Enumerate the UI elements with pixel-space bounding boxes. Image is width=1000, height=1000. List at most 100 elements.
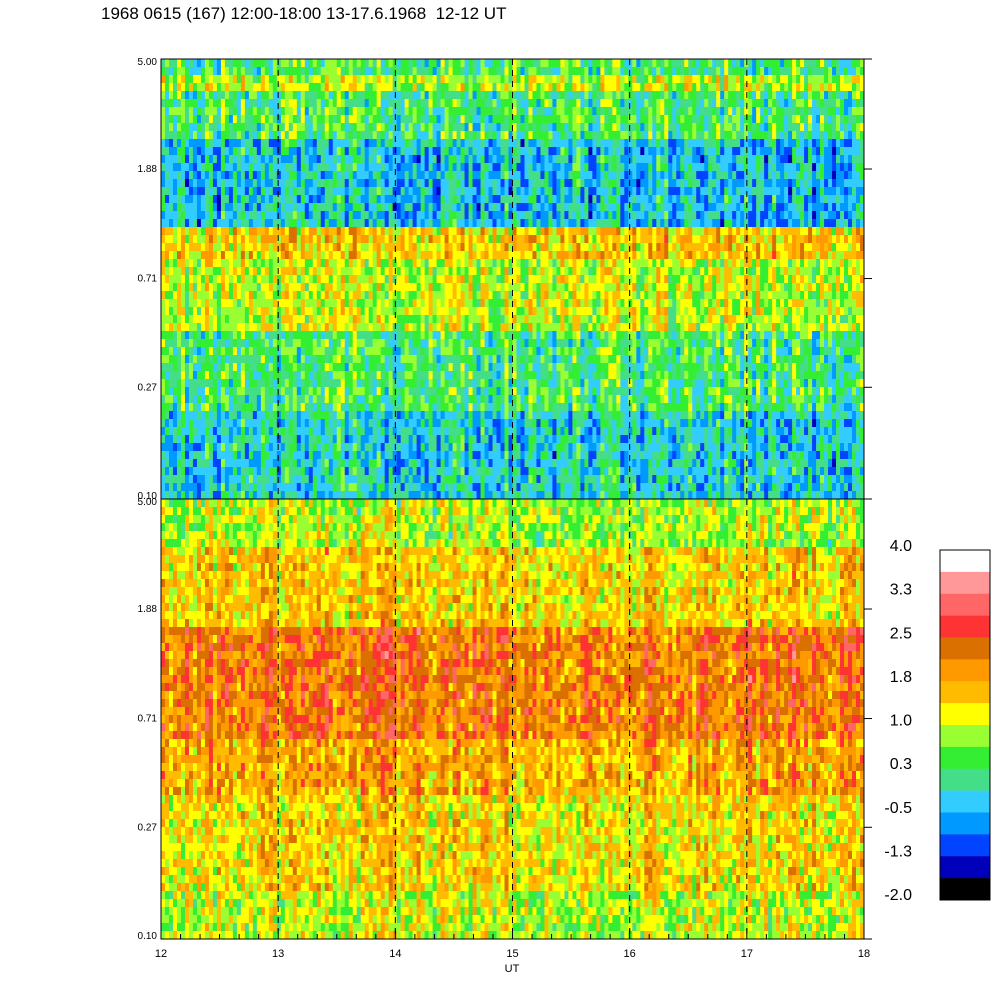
heatmap-cell xyxy=(196,259,202,268)
heatmap-cell xyxy=(508,363,513,372)
heatmap-cell xyxy=(432,147,437,156)
heatmap-cell xyxy=(232,275,238,284)
heatmap-cell xyxy=(452,211,457,220)
heatmap-cell xyxy=(480,299,485,308)
heatmap-cell xyxy=(468,459,473,468)
heatmap-cell xyxy=(161,283,166,292)
heatmap-cell xyxy=(200,355,206,364)
heatmap-cell xyxy=(364,379,370,388)
heatmap-cell xyxy=(508,427,513,436)
heatmap-cell xyxy=(172,235,178,244)
heatmap-cell xyxy=(488,331,493,340)
heatmap-cell xyxy=(268,75,274,84)
heatmap-cell xyxy=(496,171,501,180)
heatmap-cell xyxy=(244,155,250,164)
heatmap-cell xyxy=(224,219,230,228)
heatmap-cell xyxy=(344,195,350,204)
heatmap-cell xyxy=(208,315,214,324)
heatmap-cell xyxy=(428,267,434,276)
heatmap-cell xyxy=(168,75,174,84)
heatmap-cell xyxy=(404,395,410,404)
heatmap-cell xyxy=(436,363,441,372)
heatmap-cell xyxy=(408,163,414,172)
heatmap-cell xyxy=(332,283,338,292)
heatmap-cell xyxy=(400,451,406,460)
heatmap-cell xyxy=(376,275,382,284)
heatmap-cell xyxy=(320,331,326,340)
heatmap-cell xyxy=(188,419,194,428)
heatmap-cell xyxy=(516,411,521,420)
heatmap-cell xyxy=(264,371,270,380)
heatmap-cell xyxy=(492,395,497,404)
heatmap-cell xyxy=(456,291,461,300)
heatmap-cell xyxy=(360,179,366,188)
heatmap-cell xyxy=(460,211,465,220)
heatmap-cell xyxy=(244,91,250,100)
heatmap-cell xyxy=(432,443,437,452)
heatmap-cell xyxy=(440,411,445,420)
heatmap-cell xyxy=(428,275,434,284)
heatmap-cell xyxy=(464,403,469,412)
heatmap-cell xyxy=(200,491,206,500)
heatmap-cell xyxy=(240,227,246,236)
heatmap-cell xyxy=(364,131,370,140)
heatmap-cell xyxy=(388,139,394,148)
heatmap-cell xyxy=(168,307,174,316)
heatmap-cell xyxy=(272,315,278,324)
heatmap-cell xyxy=(348,59,354,68)
heatmap-cell xyxy=(356,323,362,332)
heatmap-cell xyxy=(492,187,497,196)
heatmap-cell xyxy=(208,475,214,484)
heatmap-cell xyxy=(412,75,418,84)
heatmap-cell xyxy=(296,259,302,268)
heatmap-cell xyxy=(260,163,266,172)
heatmap-cell xyxy=(520,323,525,332)
heatmap-cell xyxy=(392,347,398,356)
heatmap-cell xyxy=(312,163,318,172)
heatmap-cell xyxy=(464,243,469,252)
heatmap-cell xyxy=(444,163,449,172)
heatmap-cell xyxy=(172,347,178,356)
heatmap-cell xyxy=(260,75,266,84)
heatmap-cell xyxy=(244,483,250,492)
heatmap-cell xyxy=(328,275,334,284)
heatmap-cell xyxy=(288,219,294,228)
heatmap-cell xyxy=(352,451,358,460)
heatmap-cell xyxy=(264,195,270,204)
heatmap-cell xyxy=(404,403,410,412)
heatmap-cell xyxy=(284,371,290,380)
heatmap-cell xyxy=(496,323,501,332)
heatmap-cell xyxy=(172,251,178,260)
heatmap-cell xyxy=(168,347,174,356)
heatmap-cell xyxy=(236,251,242,260)
heatmap-cell xyxy=(188,99,194,108)
heatmap-cell xyxy=(436,443,441,452)
heatmap-cell xyxy=(168,323,174,332)
heatmap-cell xyxy=(436,107,441,116)
heatmap-cell xyxy=(236,443,242,452)
heatmap-cell xyxy=(224,91,230,100)
heatmap-cell xyxy=(504,107,509,116)
heatmap-cell xyxy=(304,147,310,156)
heatmap-cell xyxy=(332,307,338,316)
heatmap-cell xyxy=(492,443,497,452)
heatmap-cell xyxy=(388,475,394,484)
heatmap-cell xyxy=(328,395,334,404)
heatmap-cell xyxy=(216,451,222,460)
heatmap-cell xyxy=(276,107,282,116)
heatmap-cell xyxy=(224,299,230,308)
heatmap-cell xyxy=(256,339,262,348)
heatmap-cell xyxy=(264,179,270,188)
heatmap-cell xyxy=(324,211,330,220)
heatmap-cell xyxy=(376,491,382,500)
heatmap-cell xyxy=(260,235,266,244)
heatmap-cell xyxy=(176,451,182,460)
heatmap-cell xyxy=(188,411,194,420)
heatmap-cell xyxy=(168,147,174,156)
heatmap-cell xyxy=(368,107,374,116)
heatmap-cell xyxy=(216,139,222,148)
heatmap-cell xyxy=(244,131,250,140)
heatmap-cell xyxy=(204,307,210,316)
heatmap-cell xyxy=(496,131,501,140)
heatmap-cell xyxy=(436,211,441,220)
